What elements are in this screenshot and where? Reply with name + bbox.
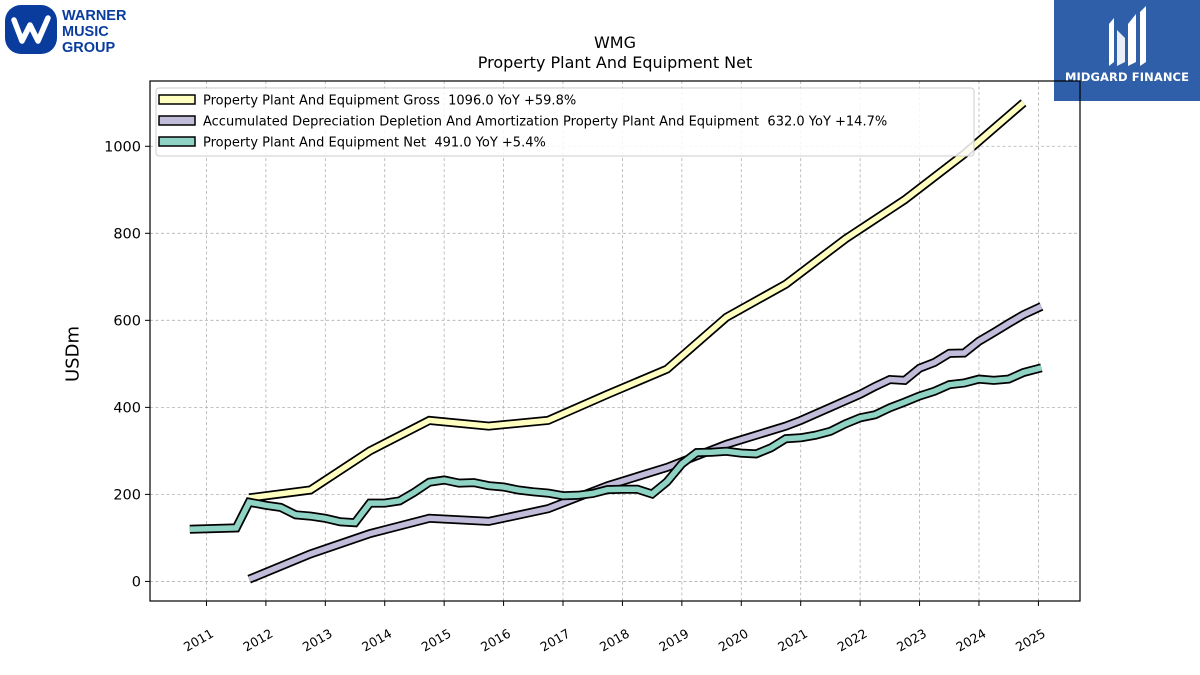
series-line-1 xyxy=(247,302,1044,584)
y-tick-label: 200 xyxy=(113,487,141,503)
x-tick-label: 2020 xyxy=(716,626,751,655)
wmg-logo-line-1: WARNER xyxy=(62,8,127,24)
wmg-logo-line-3: GROUP xyxy=(62,40,116,56)
chart-title-metric: Property Plant And Equipment Net xyxy=(477,53,753,72)
x-tick-label: 2023 xyxy=(894,626,929,655)
legend-swatch-gross xyxy=(158,94,196,105)
series-lines xyxy=(189,99,1044,584)
warner-music-group-logo: WARNER MUSIC GROUP xyxy=(5,5,127,56)
x-tick-label: 2017 xyxy=(537,626,572,655)
chart-title-company: WMG xyxy=(593,33,637,52)
x-tick-label: 2019 xyxy=(656,626,691,655)
x-tick-label: 2013 xyxy=(300,626,335,655)
series-stroke xyxy=(248,303,1043,582)
y-tick-label: 600 xyxy=(113,313,141,329)
grid-lines xyxy=(150,81,1080,601)
x-tick-label: 2022 xyxy=(835,626,870,655)
x-tick-label: 2024 xyxy=(953,626,988,655)
series-stroke xyxy=(248,100,1026,501)
y-tick-label: 1000 xyxy=(104,139,141,155)
legend-box xyxy=(155,87,975,157)
x-tick-label: 2012 xyxy=(240,626,275,655)
legend-label-depreciation: Accumulated Depreciation Depletion And A… xyxy=(203,115,887,130)
legend-swatch-net xyxy=(158,136,196,147)
wmg-logo-w-mark xyxy=(11,15,51,44)
legend-label-gross: Property Plant And Equipment Gross 1096.… xyxy=(203,94,576,109)
y-tick-label: 800 xyxy=(113,226,141,242)
legend-swatch-depreciation xyxy=(158,115,196,126)
midgard-mark-icon xyxy=(1109,6,1146,66)
series-outline xyxy=(248,99,1027,503)
x-tick-label: 2011 xyxy=(181,626,216,655)
series-line-2 xyxy=(189,363,1043,534)
midgard-finance-logo: MIDGARD FINANCE xyxy=(1054,0,1200,101)
y-tick-label: 400 xyxy=(113,400,141,416)
legend-label-net: Property Plant And Equipment Net 491.0 Y… xyxy=(203,136,546,151)
midgard-logo-text: MIDGARD FINANCE xyxy=(1064,70,1190,84)
x-tick-label: 2021 xyxy=(775,626,810,655)
x-tick-label: 2014 xyxy=(359,626,394,655)
x-tick-label: 2018 xyxy=(597,626,632,655)
series-line-0 xyxy=(248,99,1027,503)
series-stroke xyxy=(189,365,1043,532)
y-tick-label: 0 xyxy=(132,574,141,590)
wmg-logo-line-2: MUSIC xyxy=(62,24,109,40)
plot-frame xyxy=(149,80,1081,602)
legend: Property Plant And Equipment Gross 1096.… xyxy=(155,87,975,157)
x-tick-label: 2025 xyxy=(1013,626,1048,655)
x-tick-label: 2016 xyxy=(478,626,513,655)
series-outline xyxy=(247,302,1044,584)
x-tick-label: 2015 xyxy=(419,626,454,655)
